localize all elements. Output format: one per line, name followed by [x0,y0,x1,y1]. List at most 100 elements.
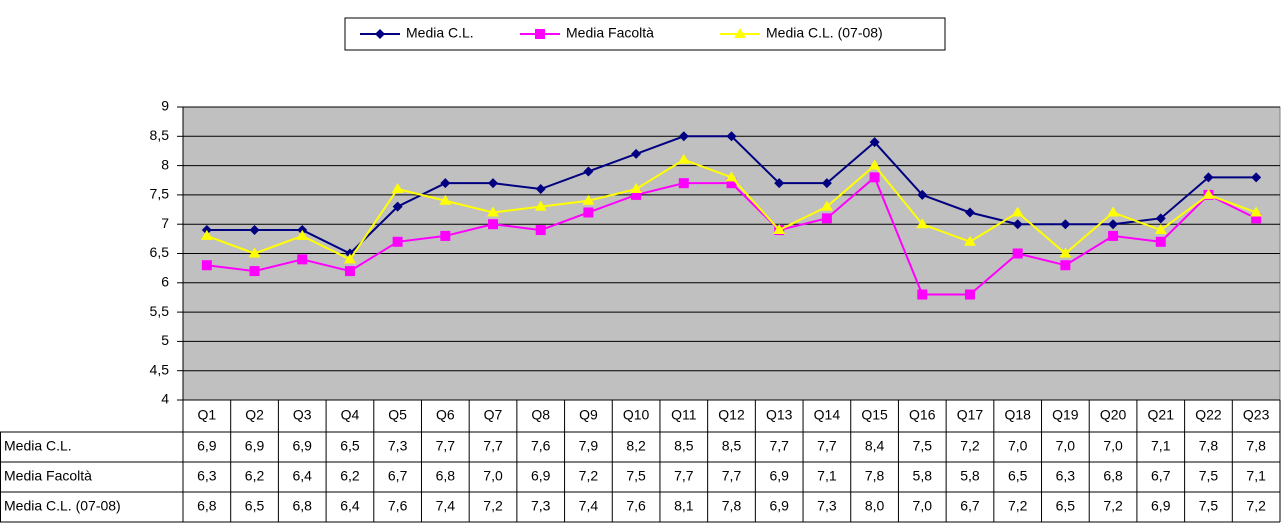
table-cell: 6,4 [293,468,313,484]
table-cell: 7,1 [1246,468,1266,484]
data-point [248,247,261,258]
table-cell: 8,1 [674,498,694,514]
y-tick-label: 8 [161,156,169,172]
data-point [249,266,260,277]
table-cell: 7,7 [817,438,837,454]
data-point [583,166,594,177]
table-cell: 5,8 [960,468,980,484]
data-point [200,229,213,240]
table-cell: 6,8 [197,498,217,514]
table-cell: 7,7 [483,438,503,454]
table-cell: 7,7 [674,468,694,484]
table-cell: 6,8 [293,498,313,514]
x-tick-label: Q6 [436,407,455,423]
table-cell: 6,7 [1151,468,1171,484]
table-cell: 7,6 [388,498,408,514]
table-cell: 7,3 [531,498,551,514]
x-tick-label: Q15 [861,407,888,423]
table-cell: 7,7 [769,438,789,454]
legend-marker [734,28,746,38]
table-cell: 8,5 [722,438,742,454]
table-cell: 5,8 [913,468,933,484]
legend-label: Media C.L. (07-08) [766,25,883,41]
data-point [392,201,403,212]
table-cell: 7,8 [865,468,885,484]
x-tick-label: Q8 [531,407,550,423]
table-cell: 6,5 [1056,498,1076,514]
table-cell: 7,0 [1008,438,1028,454]
table-cell: 6,3 [197,468,217,484]
data-point [821,213,832,224]
y-tick-label: 6 [161,274,169,290]
table-cell: 7,6 [531,438,551,454]
x-tick-label: Q22 [1195,407,1222,423]
table-cell: 7,3 [388,438,408,454]
data-point [488,219,499,230]
data-point [535,225,546,236]
x-tick-label: Q20 [1100,407,1127,423]
data-point [821,178,832,189]
data-point [916,218,929,229]
row-header: Media Facoltà [4,468,92,484]
table-cell: 8,4 [865,438,885,454]
table-cell: 6,2 [340,468,360,484]
table-cell: 7,5 [1199,498,1219,514]
data-point [774,178,785,189]
table-cell: 7,0 [913,498,933,514]
table-cell: 7,5 [913,438,933,454]
data-point [1059,247,1072,258]
data-point [917,289,928,300]
y-tick-label: 5 [161,332,169,348]
table-cell: 6,9 [197,438,217,454]
data-point [1202,188,1215,199]
data-point [344,266,355,277]
data-point [583,207,594,218]
data-point [725,171,738,182]
table-cell: 7,2 [579,468,599,484]
data-point [1155,213,1166,224]
x-tick-label: Q23 [1243,407,1270,423]
table-cell: 6,9 [531,468,551,484]
x-tick-label: Q4 [341,407,360,423]
data-point [487,206,500,217]
data-point [392,236,403,247]
table-cell: 6,7 [960,498,980,514]
x-tick-label: Q19 [1052,407,1079,423]
data-point [1108,230,1119,241]
legend-label: Media C.L. [406,25,474,41]
table-cell: 7,6 [626,498,646,514]
data-point [631,189,642,200]
table-cell: 7,0 [483,468,503,484]
table-cell: 7,0 [1103,438,1123,454]
data-point [726,178,737,189]
table-cell: 7,7 [436,438,456,454]
data-point [534,200,547,211]
table-cell: 7,8 [722,498,742,514]
data-point [582,194,595,205]
table-cell: 7,2 [1246,498,1266,514]
table-cell: 7,3 [817,498,837,514]
data-point [1060,260,1071,271]
data-point [773,224,786,235]
data-point [678,178,689,189]
data-point [1012,219,1023,230]
data-point [964,207,975,218]
x-tick-label: Q5 [388,407,407,423]
x-tick-label: Q1 [198,407,217,423]
row-header: Media C.L. [4,438,72,454]
table-cell: 6,2 [245,468,265,484]
data-point [1154,224,1167,235]
x-tick-label: Q11 [671,407,697,423]
table-cell: 6,3 [1056,468,1076,484]
data-point [869,172,880,183]
table-cell: 6,8 [436,468,456,484]
data-point [201,260,212,271]
data-point [963,235,976,246]
data-point [440,230,451,241]
table-cell: 7,9 [579,438,599,454]
data-point [535,184,546,195]
table-cell: 6,5 [1008,468,1028,484]
table-cell: 6,9 [769,498,789,514]
x-tick-label: Q7 [484,407,503,423]
data-point [391,183,404,194]
